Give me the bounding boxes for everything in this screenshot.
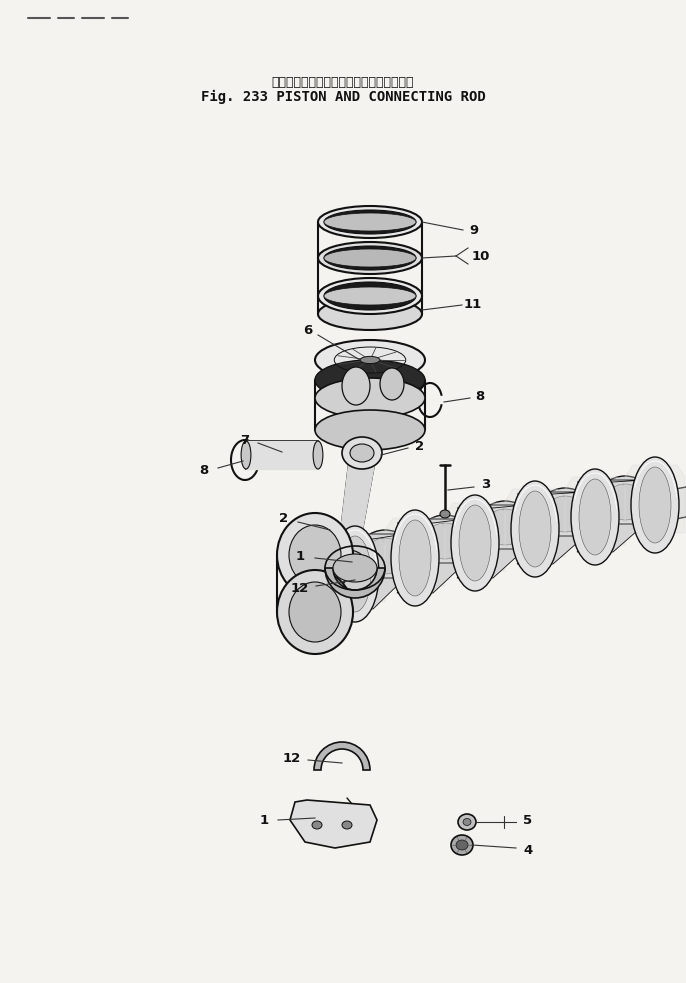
Text: 2: 2 (279, 512, 289, 526)
Ellipse shape (315, 378, 425, 418)
Text: 1: 1 (296, 550, 305, 563)
Ellipse shape (324, 246, 416, 270)
Ellipse shape (360, 357, 380, 364)
Polygon shape (246, 441, 318, 469)
Ellipse shape (315, 360, 425, 400)
Polygon shape (457, 505, 525, 508)
Polygon shape (625, 465, 685, 533)
Ellipse shape (537, 488, 593, 540)
Text: 8: 8 (200, 465, 209, 478)
Text: 5: 5 (523, 815, 532, 828)
Ellipse shape (451, 495, 499, 591)
Ellipse shape (315, 410, 425, 450)
Ellipse shape (312, 821, 322, 829)
Polygon shape (290, 800, 377, 848)
Polygon shape (457, 549, 525, 578)
Text: 3: 3 (482, 479, 490, 492)
Ellipse shape (318, 298, 422, 330)
Text: 4: 4 (523, 843, 532, 856)
Ellipse shape (485, 509, 525, 545)
Ellipse shape (350, 444, 374, 462)
Text: ピストン　および　コネクティング　ロド: ピストン および コネクティング ロド (272, 76, 414, 88)
Ellipse shape (277, 513, 353, 597)
Polygon shape (445, 503, 505, 571)
Ellipse shape (631, 457, 679, 553)
Ellipse shape (342, 367, 370, 405)
Text: 9: 9 (469, 223, 479, 237)
Polygon shape (397, 563, 465, 593)
Ellipse shape (597, 476, 653, 528)
Wedge shape (314, 742, 370, 770)
Ellipse shape (324, 249, 416, 267)
Polygon shape (337, 578, 405, 609)
Text: 1: 1 (259, 814, 268, 827)
Ellipse shape (318, 206, 422, 238)
Ellipse shape (511, 481, 559, 577)
Text: 2: 2 (416, 439, 425, 452)
Ellipse shape (458, 814, 476, 830)
Ellipse shape (289, 525, 341, 585)
Ellipse shape (365, 538, 405, 574)
Ellipse shape (463, 819, 471, 826)
Ellipse shape (456, 840, 468, 850)
Ellipse shape (324, 210, 416, 234)
Text: 6: 6 (303, 323, 313, 336)
Ellipse shape (318, 278, 422, 314)
Ellipse shape (324, 213, 416, 231)
Ellipse shape (315, 340, 425, 380)
Ellipse shape (357, 530, 413, 582)
Ellipse shape (380, 368, 404, 400)
Text: Fig. 233 PISTON AND CONNECTING ROD: Fig. 233 PISTON AND CONNECTING ROD (200, 89, 486, 104)
Ellipse shape (342, 821, 352, 829)
Ellipse shape (391, 510, 439, 606)
Text: 11: 11 (464, 298, 482, 311)
Text: 12: 12 (291, 582, 309, 595)
Text: 7: 7 (240, 434, 250, 447)
Text: 8: 8 (475, 390, 484, 403)
Ellipse shape (417, 515, 473, 567)
Polygon shape (385, 518, 445, 586)
Ellipse shape (639, 467, 671, 543)
Polygon shape (517, 536, 585, 564)
Ellipse shape (324, 287, 416, 305)
Polygon shape (338, 461, 375, 554)
Ellipse shape (571, 469, 619, 565)
Ellipse shape (331, 526, 379, 622)
Text: 10: 10 (472, 250, 490, 262)
Ellipse shape (579, 479, 611, 555)
Ellipse shape (313, 441, 323, 469)
Polygon shape (517, 492, 585, 494)
Ellipse shape (333, 554, 377, 582)
Ellipse shape (277, 570, 353, 654)
Ellipse shape (339, 536, 371, 612)
Polygon shape (577, 480, 645, 482)
Ellipse shape (519, 491, 551, 567)
Polygon shape (397, 519, 465, 523)
Ellipse shape (451, 835, 473, 855)
Polygon shape (325, 534, 385, 602)
Polygon shape (320, 487, 686, 590)
Polygon shape (505, 489, 565, 557)
Text: 12: 12 (283, 753, 301, 766)
Ellipse shape (241, 441, 251, 469)
Ellipse shape (324, 282, 416, 310)
Ellipse shape (342, 437, 382, 469)
Wedge shape (325, 568, 385, 598)
Polygon shape (577, 524, 645, 552)
Ellipse shape (459, 505, 491, 581)
Ellipse shape (477, 501, 533, 553)
Ellipse shape (322, 542, 374, 582)
Ellipse shape (331, 550, 365, 574)
Ellipse shape (545, 496, 585, 532)
Ellipse shape (318, 242, 422, 274)
Ellipse shape (425, 523, 465, 559)
Polygon shape (565, 477, 625, 545)
Ellipse shape (399, 520, 431, 596)
Ellipse shape (289, 582, 341, 642)
Ellipse shape (605, 484, 645, 520)
Polygon shape (337, 534, 405, 539)
Ellipse shape (440, 510, 450, 518)
